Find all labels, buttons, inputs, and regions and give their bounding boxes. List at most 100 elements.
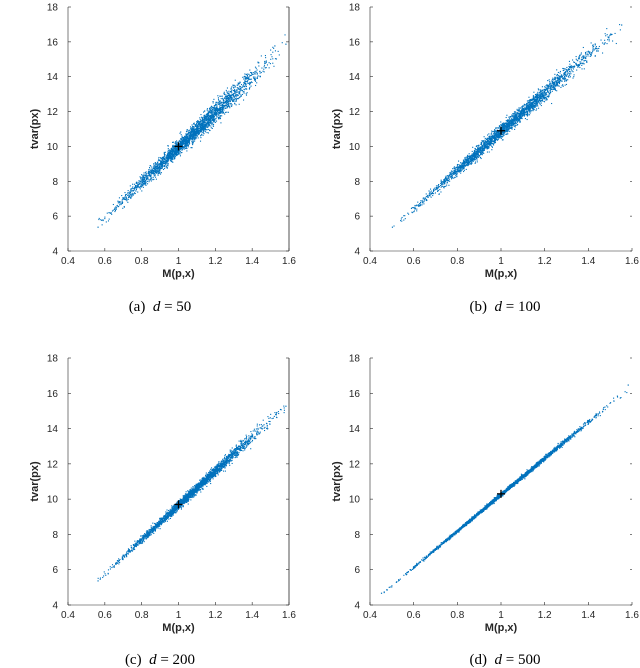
data-point [220, 95, 222, 97]
data-point [217, 98, 220, 100]
data-point [219, 116, 221, 118]
data-point [105, 221, 107, 223]
data-point [108, 212, 110, 214]
data-point [196, 125, 199, 127]
data-point [195, 137, 197, 139]
data-point [219, 117, 222, 120]
data-point [213, 115, 215, 117]
data-point [433, 193, 435, 195]
data-point [543, 97, 545, 99]
data-point [191, 143, 193, 145]
data-point [514, 112, 516, 114]
data-point [468, 153, 470, 155]
data-point [186, 143, 188, 145]
data-point-outlier [97, 226, 99, 228]
data-point [576, 59, 578, 61]
data-point [144, 182, 146, 185]
data-point [611, 33, 613, 35]
data-point [249, 84, 251, 86]
data-point [243, 76, 245, 78]
data-point [140, 180, 142, 182]
data-point [122, 201, 124, 203]
data-point [199, 117, 201, 119]
data-point [257, 61, 259, 63]
data-point [181, 137, 183, 139]
data-point [568, 65, 570, 68]
data-point [158, 163, 160, 165]
data-point [173, 155, 175, 157]
data-point [234, 91, 236, 93]
data-point [511, 118, 513, 121]
data-point [243, 84, 245, 86]
data-point [218, 108, 220, 110]
data-point [144, 184, 147, 186]
data-point [589, 51, 591, 53]
data-point [515, 118, 517, 120]
data-point [469, 156, 471, 158]
data-point [179, 139, 181, 141]
data-point [172, 146, 174, 148]
data-point [198, 126, 200, 128]
data-point [140, 186, 142, 188]
data-point [274, 58, 277, 60]
data-point [209, 108, 211, 110]
data-point [483, 136, 485, 138]
data-point [589, 55, 591, 57]
data-point [579, 55, 581, 57]
data-point [493, 132, 495, 134]
data-point [171, 152, 173, 154]
data-point [557, 84, 559, 86]
data-point [131, 192, 133, 194]
data-point [147, 177, 149, 180]
data-point [443, 181, 445, 183]
data-point [440, 191, 442, 193]
data-point [462, 167, 464, 169]
y-tick-label: 12 [47, 107, 59, 118]
data-point [252, 76, 254, 78]
data-point [200, 130, 202, 132]
data-point [194, 137, 196, 139]
data-point [506, 121, 508, 123]
data-point [150, 171, 152, 173]
data-point [463, 170, 465, 173]
data-point [512, 124, 514, 126]
data-point [504, 126, 506, 128]
data-point [483, 141, 485, 143]
data-point [492, 130, 494, 133]
data-point [457, 163, 459, 166]
data-point [490, 142, 492, 144]
data-point [197, 137, 199, 139]
data-point [229, 90, 232, 93]
data-point [465, 159, 467, 161]
data-point [610, 33, 612, 35]
data-point [478, 149, 480, 151]
data-point [493, 140, 495, 142]
data-point [495, 127, 497, 129]
data-point [505, 126, 507, 128]
data-point [222, 111, 224, 113]
data-point [549, 91, 551, 93]
data-point [550, 88, 552, 90]
data-point [164, 159, 166, 161]
data-point [559, 70, 561, 73]
data-point [180, 138, 182, 140]
data-point [254, 66, 257, 68]
data-point [180, 141, 182, 143]
data-point [192, 136, 194, 138]
data-point [118, 201, 120, 203]
data-point [170, 156, 172, 158]
data-point [235, 97, 237, 100]
data-point [185, 145, 187, 147]
data-point [504, 131, 506, 133]
data-point [462, 165, 464, 167]
data-point [229, 107, 231, 109]
data-point [198, 130, 200, 132]
data-point [554, 85, 556, 87]
data-point [217, 95, 219, 97]
data-point [265, 57, 267, 59]
data-point [121, 195, 123, 197]
data-point [183, 138, 185, 140]
data-point [505, 126, 507, 128]
data-point [197, 120, 199, 122]
data-point [513, 118, 515, 120]
